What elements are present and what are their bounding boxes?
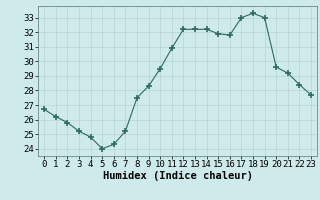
- X-axis label: Humidex (Indice chaleur): Humidex (Indice chaleur): [103, 171, 252, 181]
